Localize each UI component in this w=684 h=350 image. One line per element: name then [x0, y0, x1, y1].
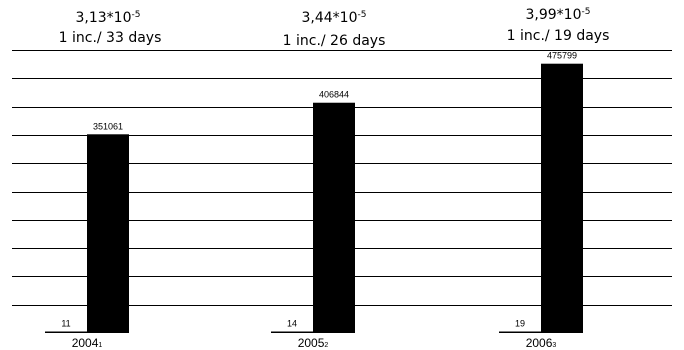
- header-annotation-2004: 3,13*10-5 1 inc./ 33 days: [59, 10, 162, 46]
- rate-label-2006: 3,99*10-5: [526, 7, 591, 23]
- data-label-2004-series-2: 351061: [93, 121, 123, 131]
- data-label-2004-series-1: 11: [61, 319, 70, 329]
- data-label-2006-series-1: 19: [515, 319, 525, 329]
- header-annotation-2006: 3,99*10-5 1 inc./ 19 days: [507, 7, 610, 44]
- x-tick-label-2004: 20041: [72, 336, 103, 350]
- data-label-2005-series-1: 14: [287, 319, 297, 329]
- bar-2006-series-2: [541, 63, 583, 334]
- bar-2005-series-2: [313, 102, 355, 334]
- data-label-2005-series-2: 406844: [319, 90, 349, 100]
- rate-label-2004: 3,13*10-5: [76, 10, 141, 26]
- data-labels: 11 351061 14 406844 19 475799: [61, 51, 577, 329]
- bar-2006-series-1: [499, 331, 541, 333]
- x-axis-labels: 20041 20052 20063: [72, 336, 557, 350]
- x-tick-label-2005: 20052: [298, 336, 329, 350]
- frequency-label-2006: 1 inc./ 19 days: [507, 28, 610, 44]
- rate-label-2005: 3,44*10-5: [302, 10, 367, 26]
- header-annotation-2005: 3,44*10-5 1 inc./ 26 days: [283, 10, 386, 49]
- bar-2004-series-1: [45, 331, 87, 333]
- bar-2005-series-1: [271, 331, 313, 333]
- frequency-label-2004: 1 inc./ 33 days: [59, 30, 162, 46]
- x-tick-label-2006: 20063: [526, 336, 557, 350]
- frequency-label-2005: 1 inc./ 26 days: [283, 33, 386, 49]
- data-label-2006-series-2: 475799: [547, 51, 577, 61]
- bars: [45, 63, 583, 334]
- bar-2004-series-2: [87, 134, 129, 333]
